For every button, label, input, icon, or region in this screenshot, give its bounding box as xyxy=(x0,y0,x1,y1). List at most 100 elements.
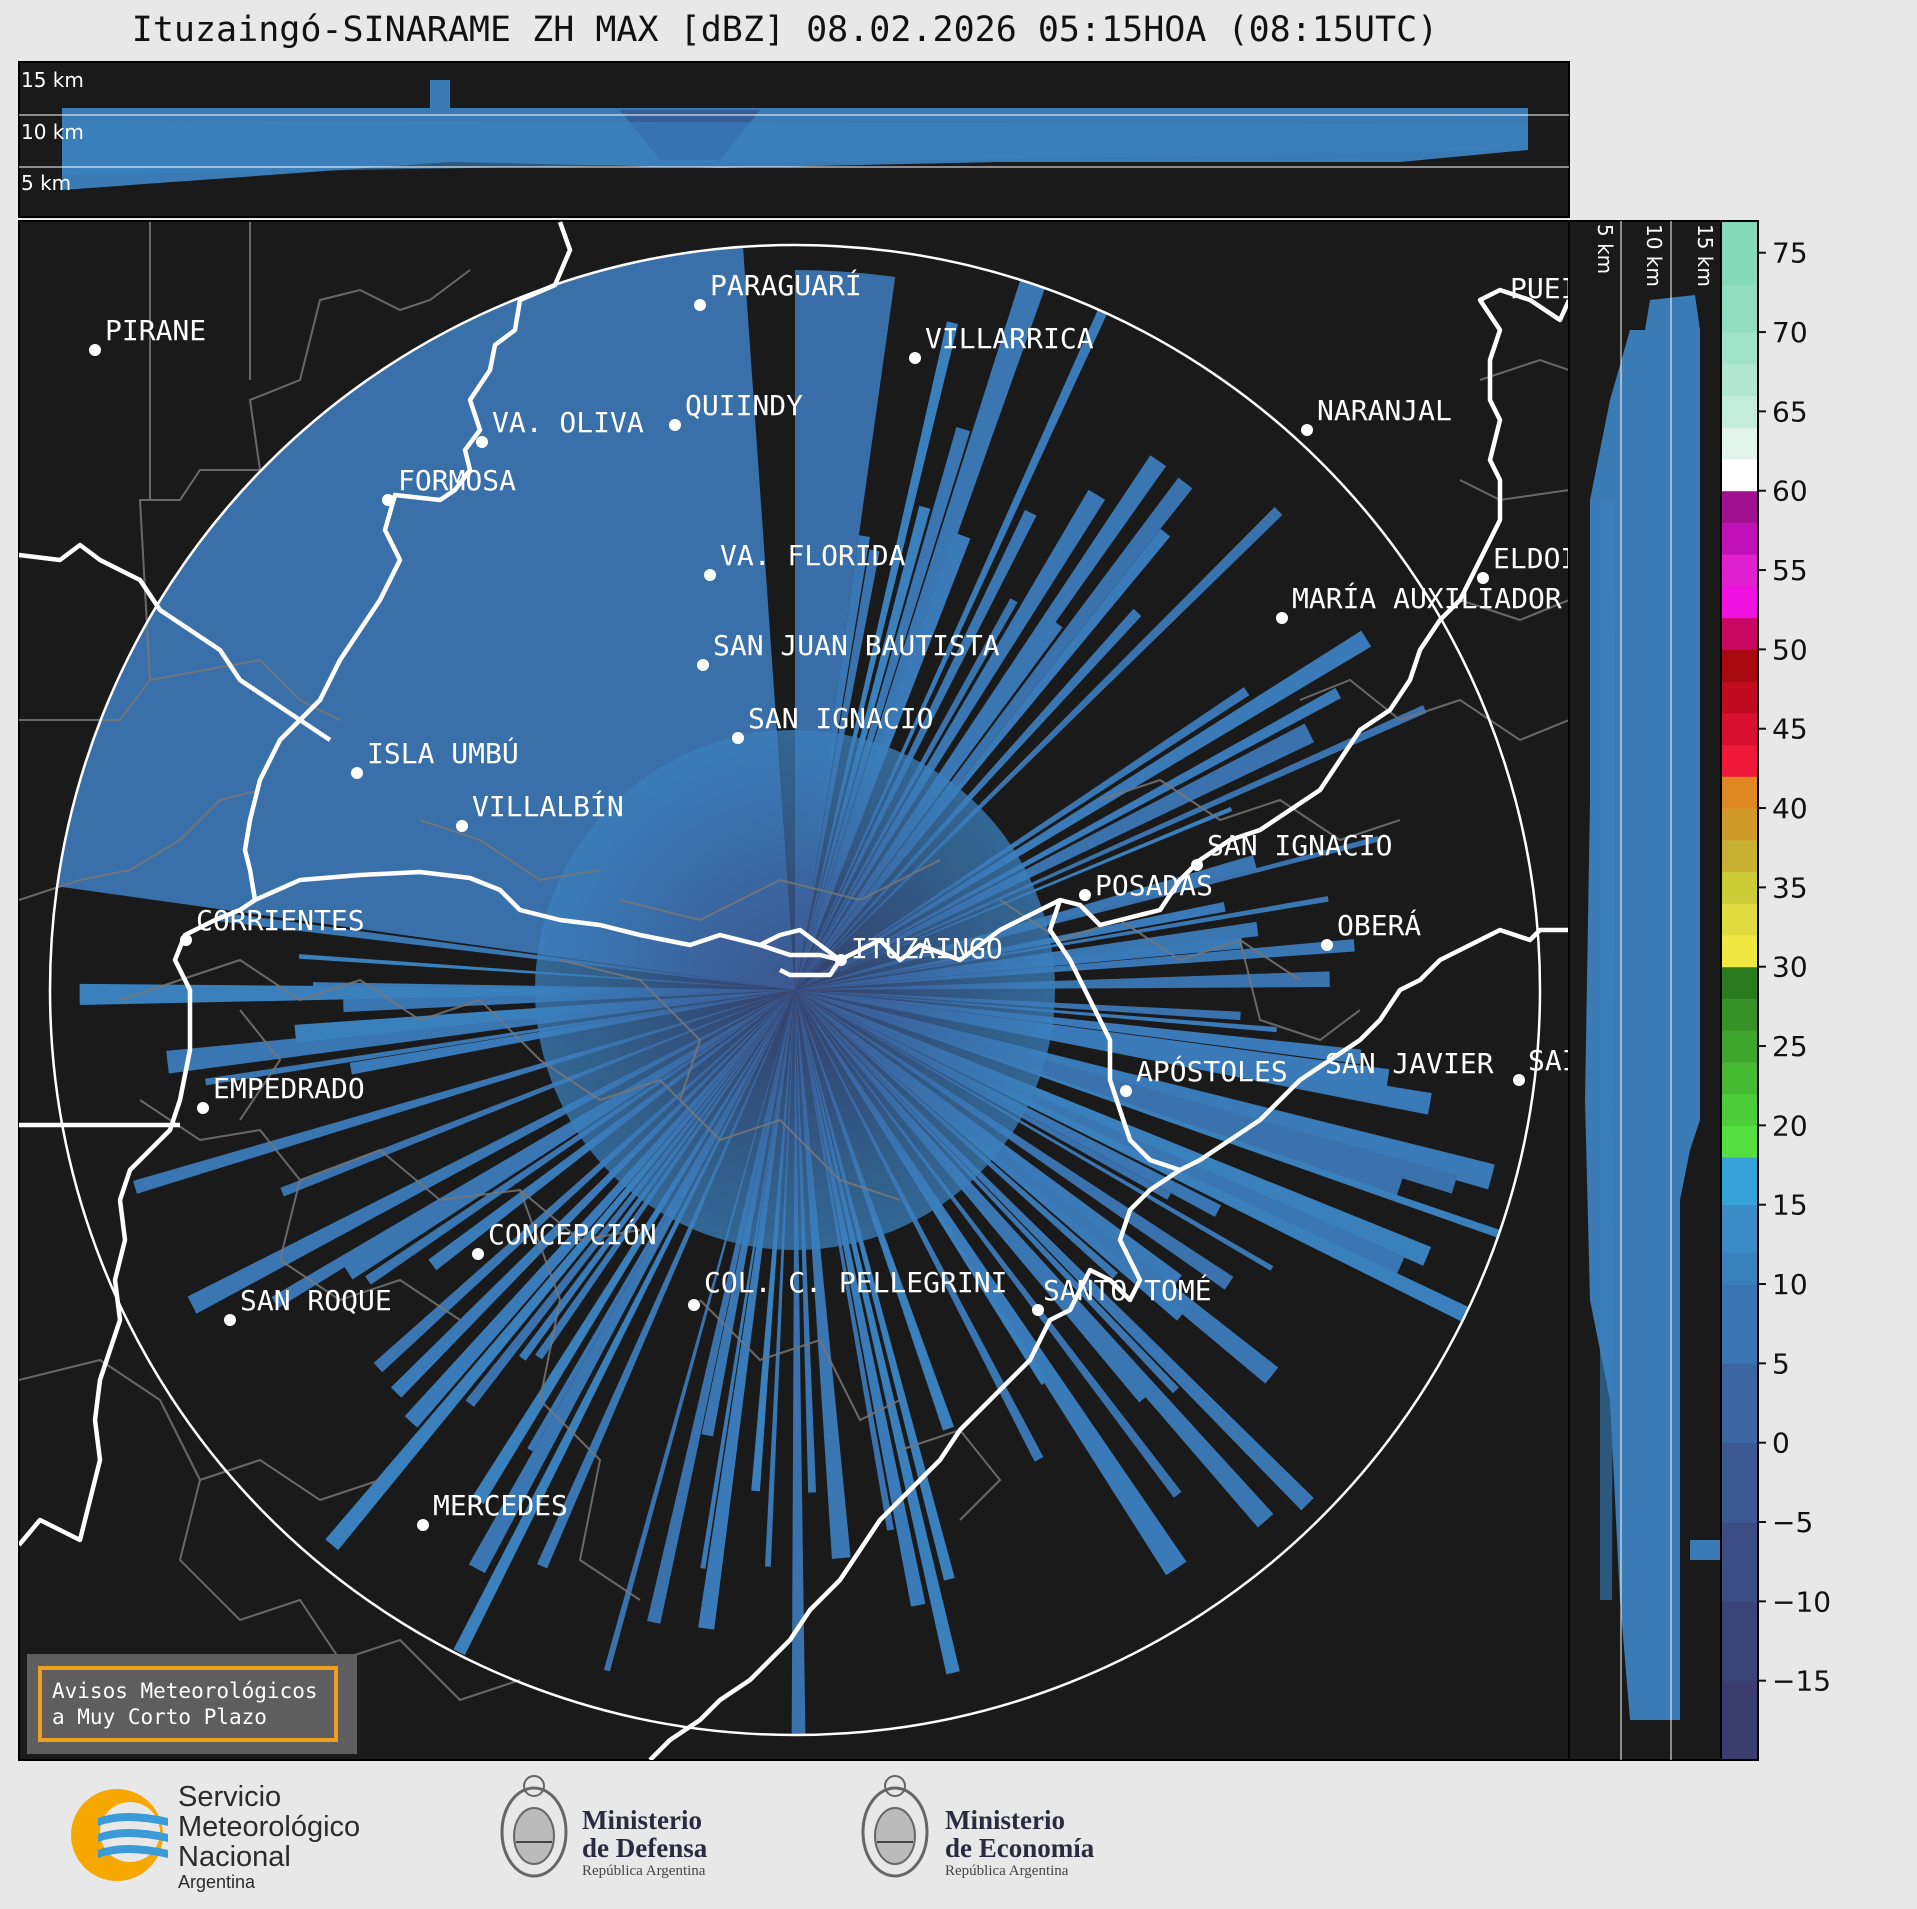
svg-text:SAN IGNACIO: SAN IGNACIO xyxy=(748,702,933,735)
colorbar-band-12 xyxy=(1721,1030,1758,1063)
colorbar-band-34 xyxy=(1721,332,1758,365)
colorbar-band-31 xyxy=(1721,427,1758,460)
svg-text:QUIINDY: QUIINDY xyxy=(685,389,803,422)
city-formosa: FORMOSA xyxy=(382,464,516,506)
defensa-seal xyxy=(500,1775,568,1878)
smn-sub: Argentina xyxy=(178,1872,256,1892)
economia-line1: Ministerio xyxy=(945,1805,1065,1835)
svg-text:OBERÁ: OBERÁ xyxy=(1337,908,1421,942)
svg-text:VA. FLORIDA: VA. FLORIDA xyxy=(720,539,906,572)
city-san-roque: SAN ROQUE xyxy=(224,1284,392,1326)
colorbar-band-6 xyxy=(1721,1252,1758,1285)
city-concepcion: CONCEPCIÓN xyxy=(472,1217,657,1260)
city-villarrica: VILLARRICA xyxy=(909,322,1094,364)
colorbar-band-4 xyxy=(1721,1363,1758,1444)
colorbar-tick-label: 70 xyxy=(1772,316,1808,349)
city-paraguari: PARAGUARÍ xyxy=(694,268,862,311)
economia-seal xyxy=(861,1775,929,1878)
city-san-javier: SAN JAVIER xyxy=(1325,1047,1494,1080)
city-eldoi: ELDOI xyxy=(1477,542,1577,584)
side-height-label-5: 5 km xyxy=(1593,224,1617,274)
city-markers: PIRANE PARAGUARÍ VILLARRICA QUIINDY VA. … xyxy=(89,268,1579,1531)
svg-text:SAN JUAN BAUTISTA: SAN JUAN BAUTISTA xyxy=(713,629,1000,662)
svg-text:CORRIENTES: CORRIENTES xyxy=(196,904,365,937)
colorbar-band-33 xyxy=(1721,363,1758,397)
colorbar-bands xyxy=(1721,221,1758,1761)
svg-text:VA. OLIVA: VA. OLIVA xyxy=(492,406,644,439)
colorbar-band-36 xyxy=(1721,221,1758,285)
svg-text:SAN ROQUE: SAN ROQUE xyxy=(240,1284,392,1317)
top-height-label-10: 10 km xyxy=(21,120,84,144)
top-height-label-5: 5 km xyxy=(21,171,71,195)
colorbar-band-15 xyxy=(1721,934,1758,968)
colorbar-band-22 xyxy=(1721,712,1758,746)
defensa-line2: de Defensa xyxy=(582,1833,708,1863)
colorbar-band-20 xyxy=(1721,776,1758,809)
colorbar-band-26 xyxy=(1721,585,1758,619)
colorbar-band-23 xyxy=(1721,681,1758,714)
radar-echoes xyxy=(50,245,1506,1735)
svg-text:ELDOI: ELDOI xyxy=(1493,542,1577,575)
city-col-c-pellegrini: COL. C. PELLEGRINI xyxy=(688,1266,1007,1311)
svg-text:APÓSTOLES: APÓSTOLES xyxy=(1136,1054,1288,1088)
svg-text:CONCEPCIÓN: CONCEPCIÓN xyxy=(488,1217,657,1251)
colorbar-tick-label: 75 xyxy=(1772,237,1808,270)
svg-text:ISLA UMBÚ: ISLA UMBÚ xyxy=(367,736,519,770)
city-ituzaingo: ITUZAINGÓ xyxy=(835,931,1003,966)
map-panel: PIRANE PARAGUARÍ VILLARRICA QUIINDY VA. … xyxy=(18,220,1579,1761)
colorbar-band-29 xyxy=(1721,490,1758,523)
colorbar-tick-label: 55 xyxy=(1772,554,1808,587)
svg-text:SAN JAVIER: SAN JAVIER xyxy=(1325,1047,1494,1080)
page-title: Ituzaingó-SINARAME ZH MAX [dBZ] 08.02.20… xyxy=(131,10,1439,50)
city-san-juan-bautista: SAN JUAN BAUTISTA xyxy=(697,629,1000,671)
svg-text:VILLALBÍN: VILLALBÍN xyxy=(472,789,624,823)
economia-sub: República Argentina xyxy=(945,1863,1069,1879)
svg-text:FORMOSA: FORMOSA xyxy=(398,464,516,497)
svg-text:SAN IGNACIO: SAN IGNACIO xyxy=(1207,829,1392,862)
city-posadas: POSADAS xyxy=(1079,869,1213,902)
colorbar-band-19 xyxy=(1721,808,1758,841)
colorbar-tick-label: 10 xyxy=(1772,1268,1808,1301)
city-mercedes: MERCEDES xyxy=(417,1489,568,1531)
smn-line3: Nacional xyxy=(178,1841,291,1873)
colorbar-tick-label: −10 xyxy=(1772,1585,1831,1618)
colorbar-band-5 xyxy=(1721,1284,1758,1364)
colorbar-tick-label: 45 xyxy=(1772,713,1808,746)
colorbar-band-11 xyxy=(1721,1061,1758,1095)
smn-logo-text: Servicio Meteorológico Nacional Argentin… xyxy=(178,1782,360,1892)
colorbar-band-27 xyxy=(1721,554,1758,587)
city-maria-auxiliador: MARÍA AUXILIADOR xyxy=(1276,581,1562,624)
colorbar-band-14 xyxy=(1721,966,1758,999)
colorbar-tick-label: 0 xyxy=(1772,1427,1790,1460)
city-obera: OBERÁ xyxy=(1321,908,1421,951)
colorbar-tick-label: 20 xyxy=(1772,1109,1808,1142)
colorbar-band-7 xyxy=(1721,1204,1758,1253)
city-santo-tome: SANTO TOMÉ xyxy=(1032,1273,1212,1316)
svg-text:SAI: SAI xyxy=(1528,1044,1579,1077)
city-naranjal: NARANJAL xyxy=(1301,394,1452,436)
warnings-badge[interactable]: Avisos Meteorológicos a Muy Corto Plazo xyxy=(38,1666,338,1742)
echo-core xyxy=(535,730,1055,1250)
colorbar-tick-label: 25 xyxy=(1772,1030,1808,1063)
colorbar-band-13 xyxy=(1721,998,1758,1031)
city-corrientes: CORRIENTES xyxy=(180,904,365,946)
echo-sector-northwest xyxy=(50,245,795,990)
colorbar-tick-label: 30 xyxy=(1772,951,1808,984)
city-apostoles: APÓSTOLES xyxy=(1120,1054,1288,1097)
colorbar-band-10 xyxy=(1721,1093,1758,1126)
colorbar-tick-label: 35 xyxy=(1772,871,1808,904)
top-height-label-15: 15 km xyxy=(21,68,84,92)
svg-text:MERCEDES: MERCEDES xyxy=(433,1489,568,1522)
colorbar-tick-label: 15 xyxy=(1772,1189,1808,1222)
svg-text:PARAGUARÍ: PARAGUARÍ xyxy=(710,268,862,302)
warnings-badge-line2: a Muy Corto Plazo xyxy=(52,1705,267,1729)
city-va-florida: VA. FLORIDA xyxy=(704,539,906,581)
side-section-panel: 5 km 10 km 15 km xyxy=(1568,220,1722,1761)
city-villalbin: VILLALBÍN xyxy=(456,789,624,832)
svg-text:NARANJAL: NARANJAL xyxy=(1317,394,1452,427)
smn-line2: Meteorológico xyxy=(178,1811,361,1843)
colorbar-band-32 xyxy=(1721,395,1758,428)
colorbar-tick-label: −15 xyxy=(1772,1665,1831,1698)
colorbar-tick-label: 5 xyxy=(1772,1347,1790,1380)
